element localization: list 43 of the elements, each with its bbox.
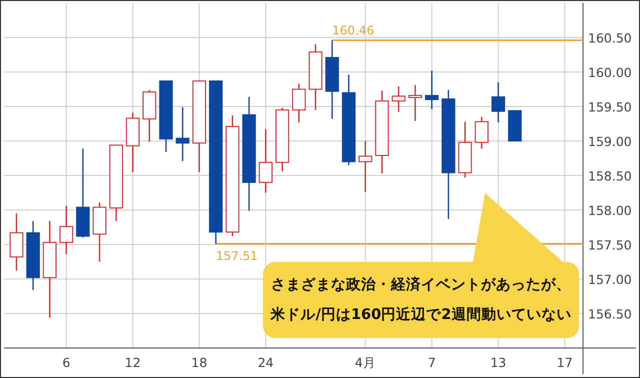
candlestick (375, 90, 389, 174)
y-tick-label: 158.00 (588, 203, 632, 218)
candlestick (159, 80, 173, 153)
x-tick-label: 24 (258, 355, 274, 370)
y-tick-label: 159.00 (588, 134, 632, 149)
x-tick-label: 18 (191, 355, 208, 370)
y-tick-label: 158.50 (588, 168, 632, 184)
ref-line-label: 160.46 (332, 23, 374, 38)
candlestick (10, 212, 24, 272)
y-tick-label: 157.00 (588, 272, 632, 287)
candlestick (325, 40, 339, 120)
annotation: 米ドル/円は160円近辺で2週間動いていない (270, 306, 572, 323)
candlestick (258, 128, 272, 194)
y-tick-label: 157.50 (588, 238, 632, 252)
candlestick (474, 116, 488, 150)
x-tick-label: 6 (62, 355, 70, 370)
x-tick-label: 12 (124, 355, 141, 370)
candlestick (491, 82, 506, 124)
ref-line-label: 157.51 (216, 248, 258, 263)
candlestick (176, 106, 190, 162)
candlestick (408, 84, 422, 122)
candlestick (358, 140, 372, 193)
y-tick-label: 160.00 (588, 65, 632, 80)
candlestick (508, 110, 522, 142)
candlestick (59, 205, 74, 255)
candlestick (425, 70, 439, 110)
x-tick-label: 7 (428, 355, 436, 370)
annotation: さまざまな政治・経済イベントがあったが、 (271, 275, 571, 293)
y-tick-label: 160.50 (588, 30, 632, 46)
candlestick (392, 86, 406, 113)
candlestick (342, 74, 356, 166)
candlestick (109, 144, 123, 222)
candlestick (42, 220, 56, 318)
x-tick-label: 17 (556, 355, 573, 370)
y-tick-label: 159.50 (588, 100, 632, 114)
candlestick (292, 83, 306, 124)
candlestick (126, 112, 140, 173)
y-tick-label: 156.50 (588, 306, 632, 322)
x-tick-label: 4月 (354, 355, 376, 370)
candlestick (242, 96, 256, 212)
candlestick (26, 220, 40, 291)
x-tick-label: 13 (490, 355, 506, 370)
candlestick (209, 80, 223, 244)
